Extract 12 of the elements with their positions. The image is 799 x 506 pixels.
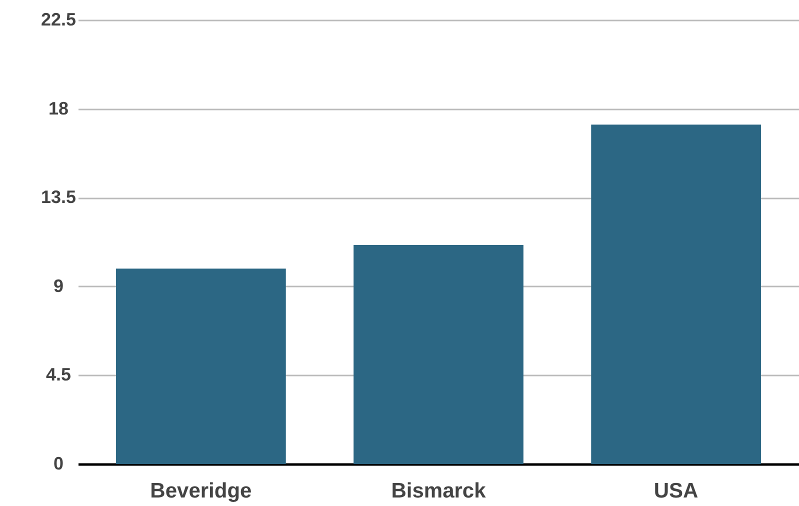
y-tick-label: 0 <box>53 454 64 474</box>
y-tick-label: 22.5 <box>40 10 76 30</box>
bar <box>591 124 761 464</box>
x-tick-label: Bismarck <box>391 480 486 502</box>
y-tick-label: 18 <box>48 98 69 118</box>
bar <box>354 244 524 464</box>
x-tick-label: USA <box>654 480 698 502</box>
y-tick-label: 9 <box>53 276 64 296</box>
y-tick-label: 13.5 <box>40 187 76 208</box>
x-tick-label: Beveridge <box>150 480 252 502</box>
bar <box>116 268 286 464</box>
y-tick-label: 4.5 <box>46 364 72 385</box>
